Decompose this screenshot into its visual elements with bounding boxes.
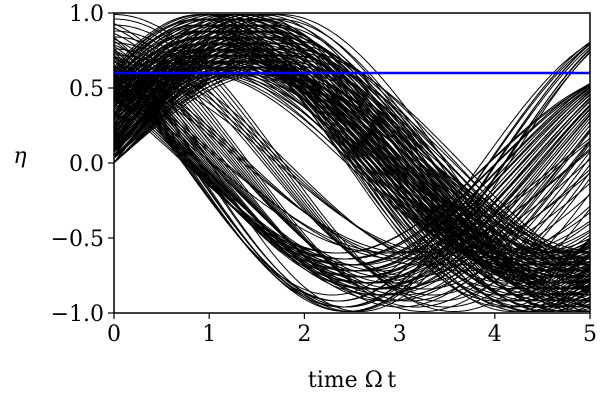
- trajectory-line-172: [114, 18, 590, 308]
- trajectory-line-186: [114, 14, 590, 313]
- x-tick-label: 1: [202, 322, 216, 347]
- trajectory-line-185: [114, 14, 590, 312]
- trajectory-line-168: [114, 18, 590, 308]
- trajectory-line-174: [114, 18, 590, 308]
- trajectory-line-159: [114, 56, 590, 302]
- x-tick-label: 0: [107, 322, 121, 347]
- trajectory-line-140: [114, 50, 590, 296]
- trajectory-line-192: [114, 14, 590, 313]
- y-tick-label: −0.5: [51, 227, 104, 252]
- trajectory-line-143: [114, 42, 590, 296]
- x-axis-label: time Ω t: [308, 368, 396, 393]
- trajectory-line-164: [114, 18, 590, 308]
- trajectory-line-179: [114, 46, 590, 308]
- trajectory-line-85: [114, 55, 590, 278]
- x-tick-label: 4: [488, 322, 502, 347]
- trajectory-line-155: [114, 24, 590, 302]
- y-axis-label: η: [13, 144, 26, 169]
- trajectory-line-158: [114, 45, 590, 302]
- trajectory-line-138: [114, 30, 590, 296]
- trajectory-line-153: [114, 24, 590, 302]
- trajectory-line-197: [114, 52, 590, 313]
- trajectory-line-176: [114, 40, 590, 308]
- y-tick-label: 0.5: [69, 77, 104, 102]
- trajectory-line-171: [114, 18, 590, 308]
- trajectory-line-15: [114, 93, 590, 254]
- trajectory-line-121: [114, 44, 590, 290]
- trajectory-line-193: [114, 23, 590, 313]
- trajectory-line-123: [114, 65, 590, 290]
- trajectory-line-181: [114, 14, 590, 313]
- ticks-layer: 0 1 2 3 4 5 −1.0 −0.5 0.0 0.5 1.0: [51, 2, 597, 347]
- trajectory-line-189: [114, 14, 590, 312]
- trajectory-line-122: [114, 55, 590, 290]
- x-tick-label: 2: [297, 322, 311, 347]
- trajectory-line-161: [114, 43, 590, 302]
- trajectory-line-190: [114, 13, 590, 312]
- trajectory-line-35: [114, 85, 590, 260]
- trajectory-line-170: [114, 18, 590, 308]
- x-tick-label: 5: [583, 322, 597, 347]
- trajectory-line-71: [114, 89, 590, 272]
- trajectory-line-129: [114, 30, 590, 296]
- trajectory-line-191: [114, 13, 590, 309]
- trajectory-line-157: [114, 32, 590, 302]
- trajectory-line-67: [114, 61, 590, 272]
- y-tick-label: −1.0: [51, 302, 104, 327]
- trajectory-line-139: [114, 38, 590, 296]
- series-layer: [114, 13, 590, 313]
- trajectory-line-86: [114, 65, 590, 278]
- trajectory-line-187: [114, 13, 590, 312]
- x-tick-label: 3: [393, 322, 407, 347]
- trajectory-line-103: [114, 49, 590, 284]
- trajectory-line-182: [114, 14, 590, 312]
- y-tick-label: 0.0: [69, 152, 104, 177]
- y-tick-label: 1.0: [69, 2, 104, 27]
